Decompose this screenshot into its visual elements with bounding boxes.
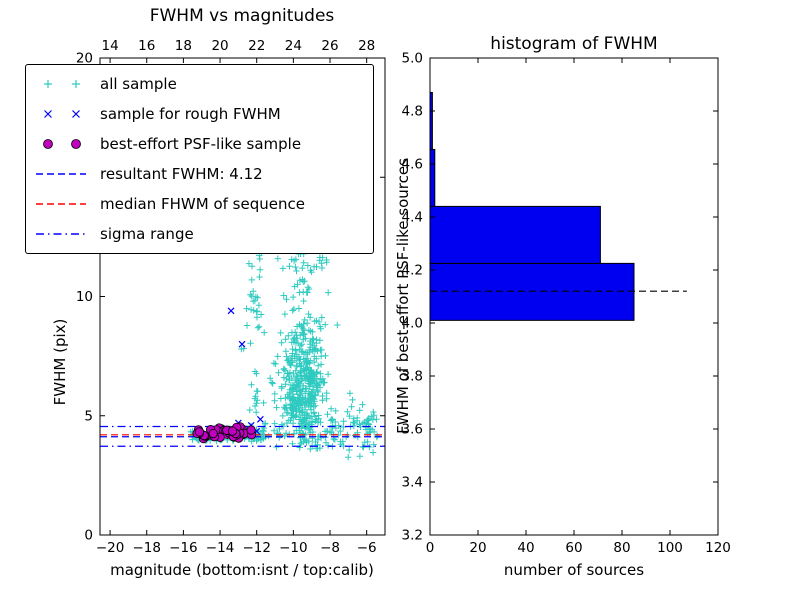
- x-marker-icon: [44, 110, 80, 118]
- left-top-tick-label: 14: [101, 38, 118, 54]
- left-y-tick-label: 5: [84, 408, 93, 424]
- legend-item-1: sample for rough FWHM: [32, 99, 367, 129]
- axes: −20 −18 −16 −14 −12 −10 −8 −6 14 16 18 20 22 24 26 28 0 5…: [76, 38, 731, 556]
- left-x-tick-label: −8: [320, 540, 340, 556]
- right-y-tick-label: 3.4: [402, 475, 423, 491]
- dashed-line-icon: [36, 203, 86, 205]
- legend: all sample sample for rough FWHM best-effo…: [25, 64, 374, 254]
- right-y-tick-label: 4.0: [402, 316, 423, 332]
- left-y-tick-label: 0: [84, 528, 93, 544]
- right-y-tick-label: 4.6: [402, 157, 423, 173]
- legend-label: median FHWM of sequence: [100, 195, 305, 213]
- right-x-tick-label: 120: [705, 540, 731, 556]
- left-x-tick-label: −10: [279, 540, 308, 556]
- legend-label: sigma range: [100, 225, 194, 243]
- right-y-tick-label: 3.2: [402, 528, 423, 544]
- histogram-bar: [430, 205, 601, 264]
- dashdot-line-icon: [36, 233, 86, 235]
- legend-item-5: sigma range: [32, 219, 367, 249]
- legend-item-0: all sample: [32, 69, 367, 99]
- histogram-bar: [430, 91, 433, 150]
- right-plot-ylabel: FWHM of best-effort PSF-like sources: [394, 158, 412, 434]
- plus-marker-icon: [44, 80, 80, 88]
- right-x-tick-label: 80: [613, 540, 630, 556]
- left-x-tick-label: −12: [242, 540, 271, 556]
- left-y-tick-label: 20: [76, 51, 93, 67]
- legend-label: resultant FWHM: 4.12: [100, 165, 263, 183]
- left-top-tick-label: 22: [248, 38, 265, 54]
- legend-item-3: resultant FWHM: 4.12: [32, 159, 367, 189]
- dashed-line-icon: [36, 173, 86, 175]
- right-x-tick-label: 60: [565, 540, 582, 556]
- left-top-tick-label: 28: [358, 38, 375, 54]
- left-x-tick-label: −14: [206, 540, 235, 556]
- histogram-bar: [430, 262, 635, 321]
- legend-item-2: best-effort PSF-like sample: [32, 129, 367, 159]
- left-top-tick-label: 20: [211, 38, 228, 54]
- left-plot-data: [100, 73, 385, 461]
- left-plot-title: FWHM vs magnitudes: [149, 6, 335, 26]
- right-x-tick-label: 20: [469, 540, 486, 556]
- circle-marker-icon: [43, 139, 81, 149]
- left-x-tick-label: −18: [132, 540, 161, 556]
- right-x-tick-label: 100: [657, 540, 683, 556]
- left-plot-ylabel: FWHM (pix): [51, 318, 69, 406]
- legend-label: all sample: [100, 75, 177, 93]
- right-y-tick-label: 3.6: [402, 422, 423, 438]
- histogram-bars: [430, 91, 687, 321]
- left-top-tick-label: 24: [285, 38, 302, 54]
- left-x-tick-label: −20: [96, 540, 125, 556]
- left-x-tick-label: −16: [169, 540, 198, 556]
- legend-label: sample for rough FWHM: [100, 105, 281, 123]
- right-x-tick-label: 40: [517, 540, 534, 556]
- left-top-tick-label: 26: [321, 38, 338, 54]
- right-plot-xlabel: number of sources: [503, 561, 645, 579]
- legend-label: best-effort PSF-like sample: [100, 135, 302, 153]
- right-x-tick-label: 0: [426, 540, 435, 556]
- left-top-tick-label: 18: [175, 38, 192, 54]
- left-plot-xlabel: magnitude (bottom:isnt / top:calib): [110, 561, 374, 579]
- legend-item-4: median FHWM of sequence: [32, 189, 367, 219]
- right-y-tick-label: 4.2: [402, 263, 423, 279]
- left-top-tick-label: 16: [138, 38, 155, 54]
- right-plot-title: histogram of FWHM: [490, 34, 658, 54]
- right-y-tick-label: 3.8: [402, 369, 423, 385]
- left-x-tick-label: −6: [357, 540, 377, 556]
- histogram-bar: [430, 148, 436, 207]
- right-y-tick-label: 4.8: [402, 104, 423, 120]
- right-y-tick-label: 4.4: [402, 210, 423, 226]
- right-y-tick-label: 5.0: [402, 51, 423, 67]
- left-y-tick-label: 10: [76, 289, 93, 305]
- psf-sample-points: [192, 422, 257, 444]
